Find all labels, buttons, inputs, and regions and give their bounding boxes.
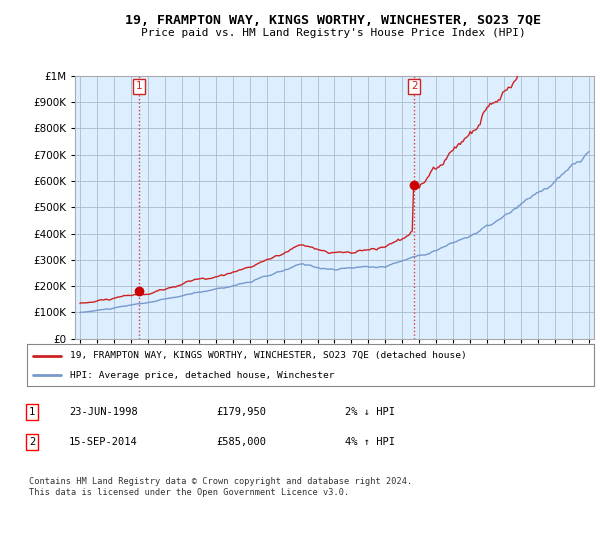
Text: Contains HM Land Registry data © Crown copyright and database right 2024.
This d: Contains HM Land Registry data © Crown c… xyxy=(29,477,412,497)
Text: 19, FRAMPTON WAY, KINGS WORTHY, WINCHESTER, SO23 7QE: 19, FRAMPTON WAY, KINGS WORTHY, WINCHEST… xyxy=(125,14,541,27)
Text: 1: 1 xyxy=(29,407,35,417)
Text: 4% ↑ HPI: 4% ↑ HPI xyxy=(345,437,395,447)
Text: 2% ↓ HPI: 2% ↓ HPI xyxy=(345,407,395,417)
Text: 1: 1 xyxy=(136,81,142,91)
Text: Price paid vs. HM Land Registry's House Price Index (HPI): Price paid vs. HM Land Registry's House … xyxy=(140,28,526,38)
Text: £179,950: £179,950 xyxy=(216,407,266,417)
Text: 19, FRAMPTON WAY, KINGS WORTHY, WINCHESTER, SO23 7QE (detached house): 19, FRAMPTON WAY, KINGS WORTHY, WINCHEST… xyxy=(70,351,466,360)
Text: 2: 2 xyxy=(411,81,418,91)
Text: HPI: Average price, detached house, Winchester: HPI: Average price, detached house, Winc… xyxy=(70,371,334,380)
Text: 2: 2 xyxy=(29,437,35,447)
Text: £585,000: £585,000 xyxy=(216,437,266,447)
Text: 15-SEP-2014: 15-SEP-2014 xyxy=(69,437,138,447)
Text: 23-JUN-1998: 23-JUN-1998 xyxy=(69,407,138,417)
